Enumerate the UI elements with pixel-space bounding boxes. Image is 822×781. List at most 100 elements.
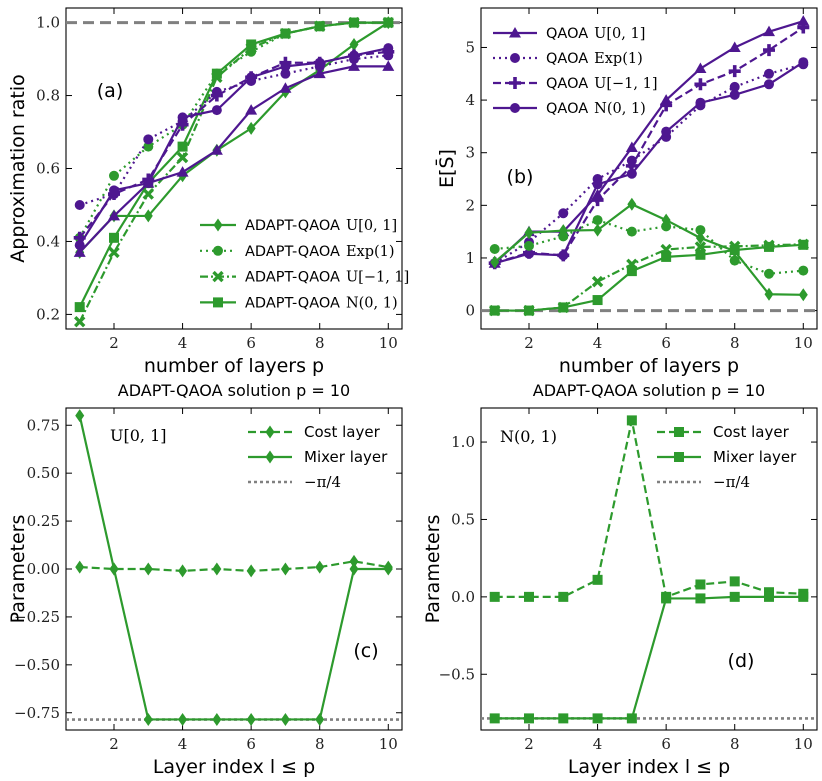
y-tick-label: 0.0: [451, 588, 475, 606]
x-tick-label: 4: [178, 735, 188, 753]
data-point: [75, 560, 85, 574]
data-point: [798, 265, 809, 276]
legend-marker: [510, 103, 520, 113]
data-point: [143, 134, 154, 145]
series-mixer-layer: [75, 409, 393, 726]
data-point: [728, 41, 741, 52]
x-tick-label: 6: [246, 735, 256, 753]
x-tick-label: 10: [794, 735, 813, 753]
data-point: [626, 713, 637, 724]
data-point: [558, 208, 569, 219]
data-point: [143, 712, 153, 726]
data-point: [729, 81, 740, 92]
data-point: [210, 89, 223, 102]
data-point: [210, 144, 223, 155]
y-tick-label: 0.8: [36, 87, 60, 105]
legend-label: Cost layer: [713, 423, 790, 441]
y-axis-label: Parameters: [7, 515, 29, 624]
data-point: [108, 209, 120, 221]
data-point: [661, 126, 672, 137]
legend: Cost layer Mixer layer −π/4: [657, 423, 797, 491]
distribution-annotation: U[0, 1]: [110, 426, 167, 445]
data-point: [313, 67, 326, 79]
series-adapt-qaoa-u-0-1: [490, 197, 808, 302]
series-line: [79, 560, 389, 573]
x-tick-label: 6: [246, 334, 256, 352]
legend-label-name: ADAPT-QAOA: [245, 270, 340, 286]
series-qaoa-n-0-1: [74, 43, 394, 251]
data-point: [109, 562, 119, 576]
series-adapt-qaoa-n-0-1: [489, 239, 809, 316]
data-point: [627, 197, 637, 211]
y-tick-label: 0.2: [36, 305, 60, 323]
data-point: [524, 713, 534, 724]
data-point: [246, 121, 256, 135]
y-tick-label: 0.00: [27, 560, 60, 578]
data-point: [592, 179, 603, 190]
series-line: [494, 61, 804, 265]
data-point: [75, 409, 85, 423]
data-point: [489, 591, 500, 602]
distribution-annotation: N(0, 1): [500, 427, 557, 446]
data-point: [729, 245, 740, 256]
x-axis-label: Layer index l ≤ p: [568, 756, 730, 778]
chart-title: ADAPT-QAOA solution p = 10: [533, 381, 765, 400]
y-tick-label: 5: [465, 38, 475, 56]
data-point: [661, 593, 672, 604]
data-point: [349, 562, 359, 576]
plot-frame: [480, 7, 818, 330]
series-qaoa-u-1-1: [73, 45, 395, 244]
y-tick-label: 0: [465, 302, 475, 320]
data-point: [764, 68, 774, 79]
data-point: [349, 554, 359, 568]
data-point: [109, 170, 119, 181]
y-axis-label: E[S̄]: [434, 149, 458, 188]
data-point: [797, 21, 810, 34]
series-cost-layer: [75, 554, 393, 578]
series-line: [493, 20, 804, 265]
y-axis-label: Approximation ratio: [7, 74, 29, 262]
series-line: [78, 65, 389, 254]
legend-label: −π/4: [304, 473, 341, 491]
data-point: [524, 240, 534, 251]
data-point: [246, 72, 257, 83]
data-point: [314, 57, 325, 68]
x-tick-label: 6: [661, 735, 671, 753]
legend-label-dist: N(0, 1): [594, 101, 646, 117]
data-point: [626, 226, 637, 237]
data-point: [729, 591, 740, 602]
legend-label: −π/4: [713, 473, 750, 491]
data-point: [280, 68, 291, 79]
data-point: [626, 415, 637, 426]
data-point: [178, 564, 188, 578]
x-tick-label: 4: [593, 334, 603, 352]
y-axis-label: Parameters: [422, 515, 444, 624]
data-point: [729, 89, 740, 100]
data-point: [73, 246, 86, 257]
data-point: [695, 593, 706, 604]
legend-label-dist: U[−1, 1]: [346, 270, 409, 286]
data-point: [109, 232, 119, 243]
series-line: [494, 63, 804, 265]
x-axis-label: number of layers p: [559, 355, 739, 377]
data-point: [280, 562, 290, 576]
series-adapt-qaoa-exp-1: [489, 215, 809, 279]
x-tick-label: 2: [524, 334, 534, 352]
x-tick-label: 4: [178, 334, 188, 352]
series-line: [494, 218, 804, 275]
legend-marker: [212, 270, 224, 283]
data-point: [74, 240, 85, 251]
data-point: [763, 25, 775, 37]
data-point: [490, 255, 500, 269]
data-point: [695, 225, 706, 236]
data-point: [245, 104, 258, 115]
legend-label-name: QAOA: [546, 76, 588, 92]
data-point: [280, 28, 291, 39]
legend-marker: [674, 427, 684, 437]
data-point: [383, 17, 394, 28]
data-point: [694, 78, 707, 91]
y-tick-label: 1.0: [36, 14, 60, 32]
data-point: [592, 215, 603, 226]
data-point: [661, 221, 672, 232]
